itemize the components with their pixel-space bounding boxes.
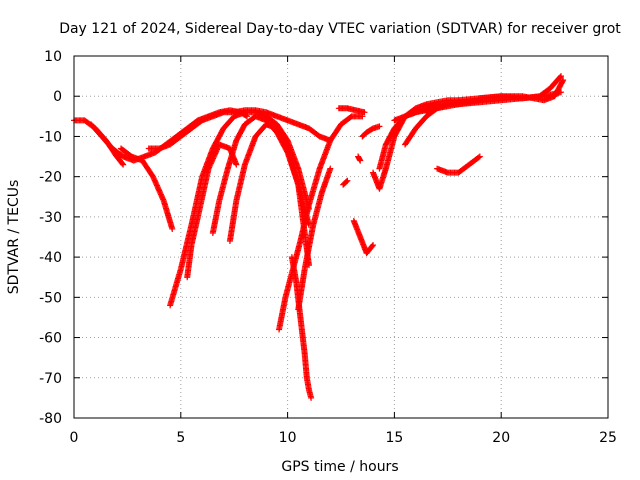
series-arc-k: [295, 165, 334, 313]
series-arc-v: [423, 89, 565, 116]
data-point: [559, 78, 566, 85]
series-arc-p: [359, 123, 383, 140]
data-point: [376, 123, 383, 130]
data-point: [343, 178, 350, 185]
data-point: [233, 161, 240, 168]
data-point: [370, 242, 377, 249]
series-arc-o: [350, 217, 377, 257]
data-point: [369, 243, 376, 250]
y-tick-label: -10: [39, 129, 62, 145]
y-tick-label: -20: [39, 170, 62, 186]
data-point: [560, 77, 567, 84]
data-point: [557, 74, 564, 81]
data-point: [169, 225, 176, 232]
y-tick-label: -70: [39, 371, 62, 387]
data-point: [119, 160, 126, 167]
y-axis: 10 0 -10 -20 -30 -40 -50 -60 -70 -80: [39, 49, 608, 427]
x-axis: 0 5 10 15 20 25: [70, 56, 617, 446]
y-axis-label: SDTVAR / TECUs: [6, 180, 22, 295]
data-point: [308, 394, 315, 401]
y-tick-label: -40: [39, 250, 62, 266]
data-point: [475, 154, 482, 161]
x-tick-label: 10: [279, 430, 297, 446]
data-point: [327, 165, 334, 172]
x-tick-label: 20: [492, 430, 510, 446]
series-arc-j: [276, 113, 366, 333]
x-tick-label: 5: [176, 430, 185, 446]
plot-frame: [73, 55, 609, 419]
chart-title: Day 121 of 2024, Sidereal Day-to-day VTE…: [59, 21, 621, 37]
x-axis-label: GPS time / hours: [281, 459, 398, 475]
x-tick-label: 25: [599, 430, 617, 446]
series-arc-x: [476, 77, 567, 104]
data-point: [344, 177, 351, 184]
series-arc-b: [88, 107, 251, 164]
series-arc-u: [434, 153, 483, 176]
x-tick-label: 0: [70, 430, 79, 446]
data-point: [476, 153, 483, 160]
y-tick-label: -60: [39, 331, 62, 347]
series-arc-h: [226, 121, 312, 269]
y-tick-label: -80: [39, 411, 62, 427]
series-arc-m: [340, 177, 351, 188]
series-arc-l: [335, 105, 368, 116]
data-point: [357, 157, 364, 164]
y-tick-label: -50: [39, 290, 62, 306]
data-point: [558, 73, 565, 80]
y-tick-label: -30: [39, 210, 62, 226]
y-tick-label: 0: [53, 89, 62, 105]
x-tick-label: 15: [385, 430, 403, 446]
series-arc-a: [71, 117, 127, 168]
data-series: [71, 73, 567, 401]
series-arc-c: [117, 145, 176, 232]
series-arc-n: [355, 153, 364, 164]
data-point: [120, 161, 127, 168]
data-point: [361, 109, 368, 116]
y-tick-label: 10: [44, 49, 62, 65]
